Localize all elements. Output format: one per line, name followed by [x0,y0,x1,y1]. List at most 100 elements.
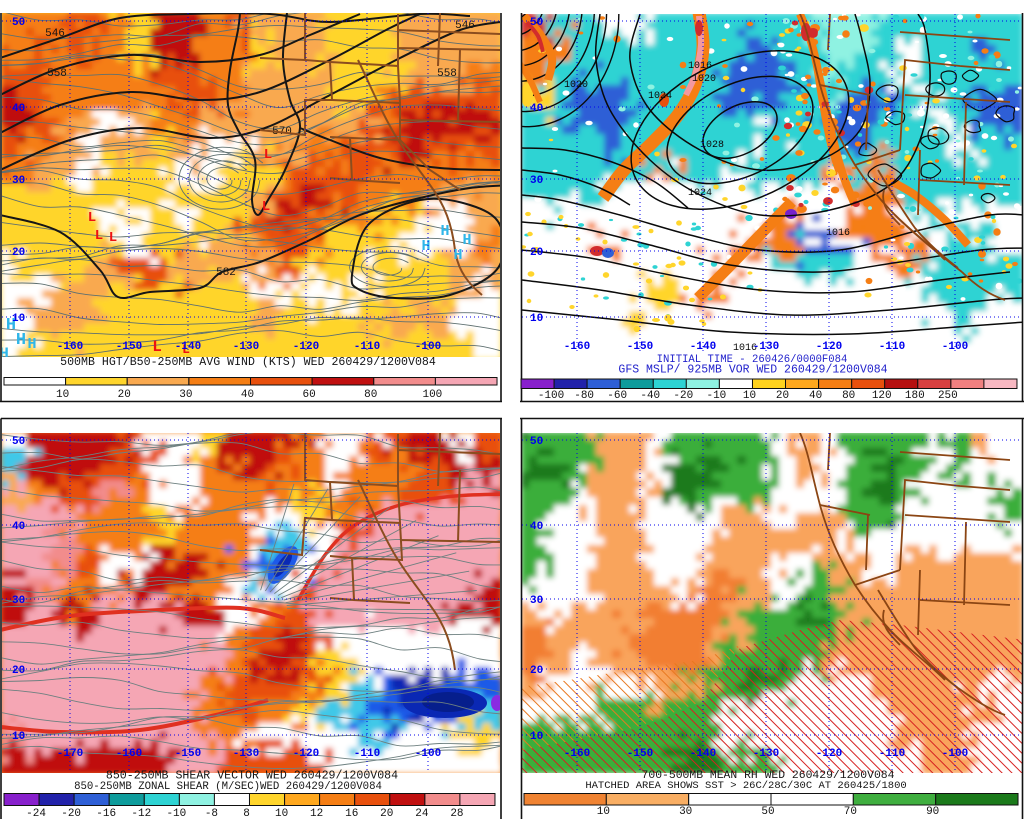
svg-text:-8: -8 [205,808,218,819]
svg-text:-120: -120 [816,748,842,760]
svg-text:10: 10 [530,731,543,743]
svg-text:H: H [421,238,430,255]
svg-text:-140: -140 [175,341,201,353]
svg-text:-120: -120 [293,341,319,353]
svg-text:10: 10 [275,808,288,819]
svg-text:L: L [182,342,190,357]
svg-text:10: 10 [56,389,69,401]
svg-text:40: 40 [809,390,822,402]
svg-text:-10: -10 [166,808,186,819]
svg-text:L: L [109,230,117,246]
svg-text:1024: 1024 [688,188,712,199]
svg-text:-100: -100 [415,341,441,353]
svg-text:L: L [88,210,96,226]
svg-text:546: 546 [45,28,65,40]
svg-text:10: 10 [743,390,756,402]
svg-text:-100: -100 [415,748,441,760]
svg-text:1020: 1020 [692,74,716,85]
svg-text:-60: -60 [607,390,627,402]
svg-text:-140: -140 [690,341,716,353]
svg-text:40: 40 [241,389,254,401]
svg-text:20: 20 [12,665,25,677]
svg-text:582: 582 [216,267,236,279]
svg-text:10: 10 [12,313,25,325]
svg-text:-150: -150 [627,748,653,760]
svg-text:-10: -10 [706,390,726,402]
svg-text:546: 546 [455,20,475,32]
svg-text:1020: 1020 [564,80,588,91]
svg-text:100: 100 [422,389,442,401]
svg-text:-150: -150 [627,341,653,353]
svg-text:-16: -16 [96,808,116,819]
svg-text:60: 60 [303,389,316,401]
svg-text:-160: -160 [564,341,590,353]
svg-text:120: 120 [872,390,892,402]
svg-text:-170: -170 [57,748,83,760]
svg-text:H: H [440,223,449,240]
svg-text:50: 50 [12,17,25,29]
svg-text:-130: -130 [753,341,779,353]
svg-text:-130: -130 [233,341,259,353]
svg-text:-24: -24 [26,808,46,819]
svg-text:-100: -100 [942,748,968,760]
svg-text:H: H [16,331,26,350]
svg-text:-110: -110 [354,341,380,353]
svg-text:-110: -110 [879,341,905,353]
svg-text:-160: -160 [57,341,83,353]
svg-text:1016: 1016 [688,61,712,72]
svg-text:1028: 1028 [700,140,724,151]
svg-text:1016: 1016 [733,343,757,354]
svg-text:40: 40 [530,103,543,115]
svg-text:28: 28 [450,808,463,819]
svg-text:50: 50 [761,806,774,818]
svg-text:-160: -160 [564,748,590,760]
svg-text:-120: -120 [293,748,319,760]
svg-text:850-250MB ZONAL SHEAR (M/SEC)W: 850-250MB ZONAL SHEAR (M/SEC)WED 260429/… [74,781,382,793]
svg-text:L: L [264,147,272,163]
svg-text:-130: -130 [233,748,259,760]
svg-text:700-500MB MEAN RH WED 260429/1: 700-500MB MEAN RH WED 260429/1200V084 [642,770,895,782]
svg-text:-110: -110 [354,748,380,760]
svg-text:-160: -160 [116,748,142,760]
svg-text:L: L [95,228,103,244]
svg-text:20: 20 [776,390,789,402]
svg-text:80: 80 [364,389,377,401]
svg-text:16: 16 [345,808,358,819]
svg-text:H: H [462,232,471,249]
svg-text:-150: -150 [116,341,142,353]
svg-text:H: H [27,336,36,353]
svg-text:50: 50 [530,436,543,448]
svg-text:20: 20 [530,665,543,677]
svg-text:-20: -20 [61,808,81,819]
svg-text:H: H [6,316,16,335]
svg-text:50: 50 [530,17,543,29]
svg-text:-12: -12 [131,808,151,819]
svg-text:-100: -100 [538,390,564,402]
svg-text:GFS MSLP/ 925MB VOR WED 260429: GFS MSLP/ 925MB VOR WED 260429/1200V084 [618,364,887,377]
svg-text:558: 558 [437,68,457,80]
svg-text:8: 8 [243,808,250,819]
svg-text:-150: -150 [175,748,201,760]
svg-text:1024: 1024 [648,91,672,102]
svg-text:L: L [152,338,162,356]
svg-text:-20: -20 [673,390,693,402]
svg-text:H: H [453,247,462,264]
svg-text:HATCHED AREA SHOWS SST > 26C/2: HATCHED AREA SHOWS SST > 26C/28C/30C AT … [585,780,906,792]
svg-text:10: 10 [12,731,25,743]
svg-text:-40: -40 [640,390,660,402]
svg-text:70: 70 [844,806,857,818]
svg-text:30: 30 [530,175,543,187]
svg-text:30: 30 [12,595,25,607]
svg-text:10: 10 [597,806,610,818]
svg-text:850-250MB SHEAR VECTOR WED 260: 850-250MB SHEAR VECTOR WED 260429/1200V0… [106,770,398,783]
svg-text:12: 12 [310,808,323,819]
svg-text:-110: -110 [879,748,905,760]
svg-text:H: H [0,345,9,363]
svg-text:24: 24 [415,808,429,819]
svg-text:40: 40 [12,103,25,115]
svg-text:-120: -120 [816,341,842,353]
svg-text:20: 20 [118,389,131,401]
svg-text:1016: 1016 [826,228,850,239]
svg-text:180: 180 [905,390,925,402]
svg-text:30: 30 [12,175,25,187]
